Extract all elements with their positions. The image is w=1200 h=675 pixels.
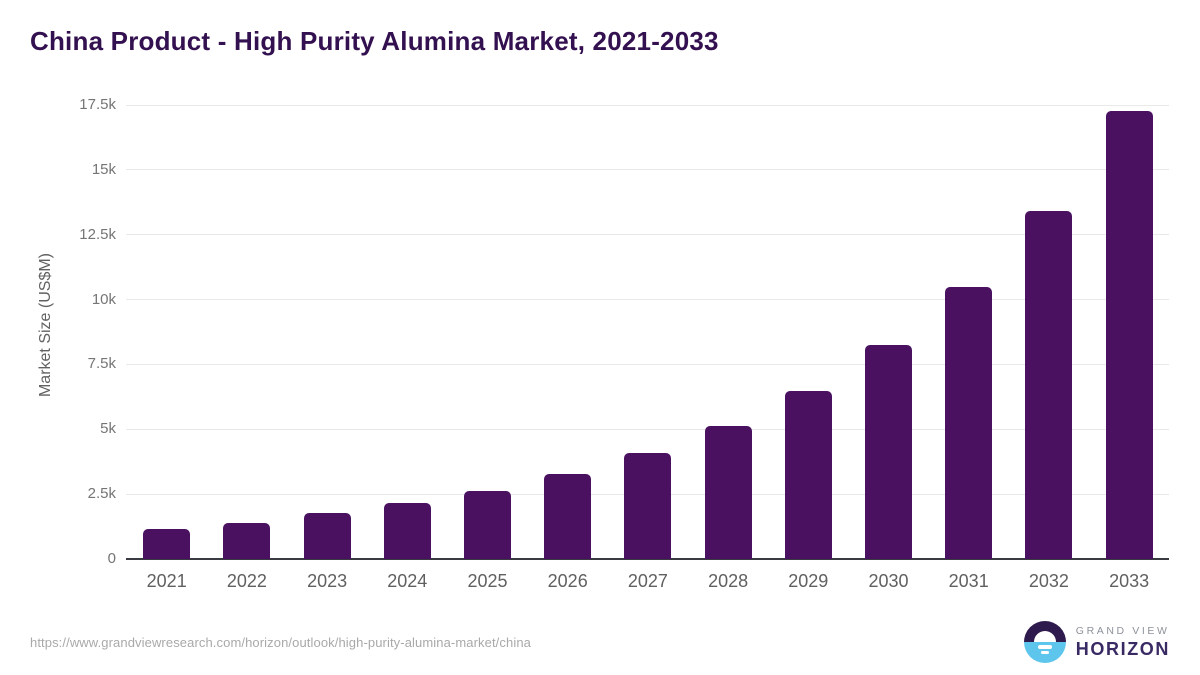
logo-wave-line [1040, 651, 1049, 654]
source-url: https://www.grandviewresearch.com/horizo… [30, 634, 531, 650]
logo-sun-dome [1033, 631, 1056, 642]
x-tick-label-2026: 2026 [547, 571, 588, 591]
bar-2028[interactable] [704, 425, 752, 559]
logo-product-name: HORIZON [1075, 639, 1170, 660]
x-tick-label-2025: 2025 [467, 571, 508, 591]
x-tick-label-2021: 2021 [146, 571, 187, 591]
bar-2024[interactable] [383, 503, 431, 559]
y-tick-label: 0 [107, 550, 116, 567]
bar-2033[interactable] [1105, 110, 1153, 559]
bar-2032[interactable] [1025, 210, 1073, 559]
bar-2025[interactable] [464, 491, 511, 559]
gridline-10k [126, 299, 1169, 301]
y-tick-label: 10k [91, 290, 116, 308]
chart-title: China Product - High Purity Alumina Mark… [30, 26, 719, 56]
bar-2029[interactable] [784, 390, 832, 559]
y-axis-title: Market Size (US$M) [37, 252, 54, 398]
y-tick-label: 15k [91, 160, 116, 178]
bar-2021[interactable] [143, 529, 191, 559]
bar-2030[interactable] [865, 344, 912, 559]
horizon-logo-icon [1023, 621, 1066, 663]
y-tick-label: 12.5k [79, 225, 116, 243]
x-tick-label-2029: 2029 [788, 571, 829, 591]
bar-2027[interactable] [624, 453, 672, 559]
footer: https://www.grandviewresearch.com/horizo… [30, 618, 1170, 666]
x-tick-label-2024: 2024 [387, 571, 428, 591]
x-tick-label-2030: 2030 [868, 571, 909, 591]
bar-2022[interactable] [223, 522, 271, 559]
gridline-7.5k [126, 363, 1169, 365]
x-tick-label-2033: 2033 [1109, 571, 1150, 591]
y-tick-label: 5k [100, 420, 116, 438]
x-tick-label-2027: 2027 [627, 571, 668, 591]
gridline-15k [126, 169, 1169, 171]
logo-brand-name: GRAND VIEW [1075, 624, 1170, 637]
y-tick-label: 2.5k [87, 485, 116, 503]
logo-text: GRAND VIEW HORIZON [1076, 626, 1170, 659]
x-axis-line [126, 558, 1169, 560]
x-tick-label-2022: 2022 [226, 571, 267, 591]
bar-2026[interactable] [544, 473, 592, 559]
x-tick-label-2031: 2031 [948, 571, 989, 591]
gridline-5k [126, 428, 1169, 430]
gridline-17.5k [126, 104, 1169, 106]
x-tick-label-2032: 2032 [1028, 571, 1069, 591]
gridline-12.5k [126, 234, 1169, 236]
bar-2023[interactable] [303, 513, 351, 559]
x-tick-label-2023: 2023 [307, 571, 348, 591]
bar-2031[interactable] [945, 286, 993, 559]
plot-area: 0 2.5k 5k 7.5k 10k 12.5k 15k 17.5k 2021 2022 2023 2… [79, 96, 1169, 591]
y-tick-label: 7.5k [87, 355, 116, 373]
logo-wave-line [1037, 645, 1052, 649]
grand-view-horizon-logo: GRAND VIEW HORIZON [1023, 621, 1170, 663]
y-tick-label: 17.5k [79, 96, 116, 113]
x-tick-label-2028: 2028 [708, 571, 749, 591]
